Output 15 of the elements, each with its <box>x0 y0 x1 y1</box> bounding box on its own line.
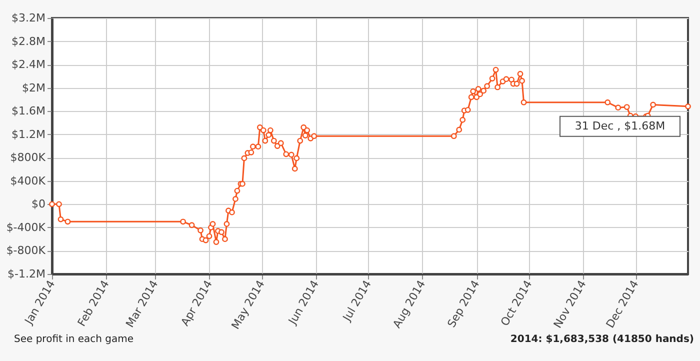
y-tick-label: $-400K <box>6 220 46 234</box>
y-tick-label: $2M <box>22 81 46 94</box>
y-tick-label: $800K <box>10 151 46 164</box>
y-tick-label: $3.2M <box>12 12 46 24</box>
y-tick-label: $1.6M <box>12 104 46 118</box>
y-tick-label: $0 <box>32 198 46 211</box>
y-tick-label: $2.8M <box>12 34 46 48</box>
annotation: 31 Dec , $1.68M <box>574 119 666 132</box>
y-tick-label: $1.2M <box>12 128 46 141</box>
y-tick-label: $-800K <box>6 244 46 258</box>
text: 2014: $1,683,538 (41850 hands) <box>510 334 694 345</box>
y-tick-label: $2.4M <box>12 58 46 72</box>
text: See profit in each game <box>14 334 134 345</box>
y-tick-label: $-1.2M <box>8 268 46 280</box>
y-tick-label: $400K <box>10 174 46 188</box>
